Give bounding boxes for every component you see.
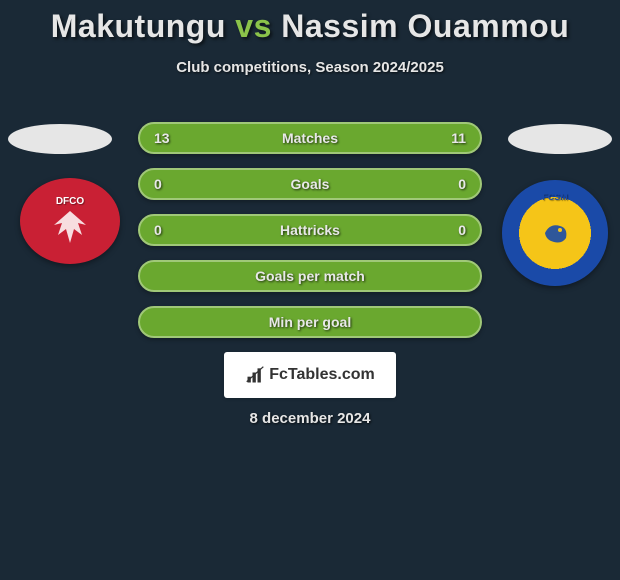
vs-separator: vs bbox=[235, 8, 272, 44]
page-title: Makutungu vs Nassim Ouammou bbox=[0, 0, 620, 45]
eagle-icon bbox=[44, 207, 96, 247]
stat-value-left: 0 bbox=[154, 222, 162, 238]
stat-label: Goals per match bbox=[255, 268, 365, 284]
comparison-card: Makutungu vs Nassim Ouammou Club competi… bbox=[0, 0, 620, 580]
stat-label: Goals bbox=[291, 176, 330, 192]
stat-row-hattricks: 0 Hattricks 0 bbox=[138, 214, 482, 246]
stat-row-goals: 0 Goals 0 bbox=[138, 168, 482, 200]
subtitle: Club competitions, Season 2024/2025 bbox=[0, 59, 620, 76]
club2-short: FCSM bbox=[542, 192, 568, 202]
stat-value-left: 0 bbox=[154, 176, 162, 192]
stat-rows: 13 Matches 11 0 Goals 0 0 Hattricks 0 Go… bbox=[138, 122, 482, 352]
player1-headshot-placeholder bbox=[8, 124, 112, 154]
stat-value-left: 13 bbox=[154, 130, 170, 146]
player1-name: Makutungu bbox=[51, 8, 226, 44]
lion-icon bbox=[530, 208, 580, 258]
date-label: 8 december 2024 bbox=[0, 410, 620, 427]
stat-row-goals-per-match: Goals per match bbox=[138, 260, 482, 292]
watermark: FcTables.com bbox=[224, 352, 396, 398]
player2-headshot-placeholder bbox=[508, 124, 612, 154]
stat-value-right: 11 bbox=[451, 130, 466, 146]
club2-logo: FCSM bbox=[502, 180, 608, 286]
stat-value-right: 0 bbox=[458, 176, 466, 192]
watermark-text: FcTables.com bbox=[269, 366, 375, 384]
stat-label: Hattricks bbox=[280, 222, 340, 238]
club1-short: DFCO bbox=[56, 196, 84, 207]
stat-row-min-per-goal: Min per goal bbox=[138, 306, 482, 338]
stat-label: Min per goal bbox=[269, 314, 351, 330]
stat-label: Matches bbox=[282, 130, 338, 146]
stat-row-matches: 13 Matches 11 bbox=[138, 122, 482, 154]
player2-name: Nassim Ouammou bbox=[281, 8, 569, 44]
bar-chart-icon bbox=[245, 365, 265, 385]
club1-logo: DFCO bbox=[20, 178, 120, 264]
stat-value-right: 0 bbox=[458, 222, 466, 238]
